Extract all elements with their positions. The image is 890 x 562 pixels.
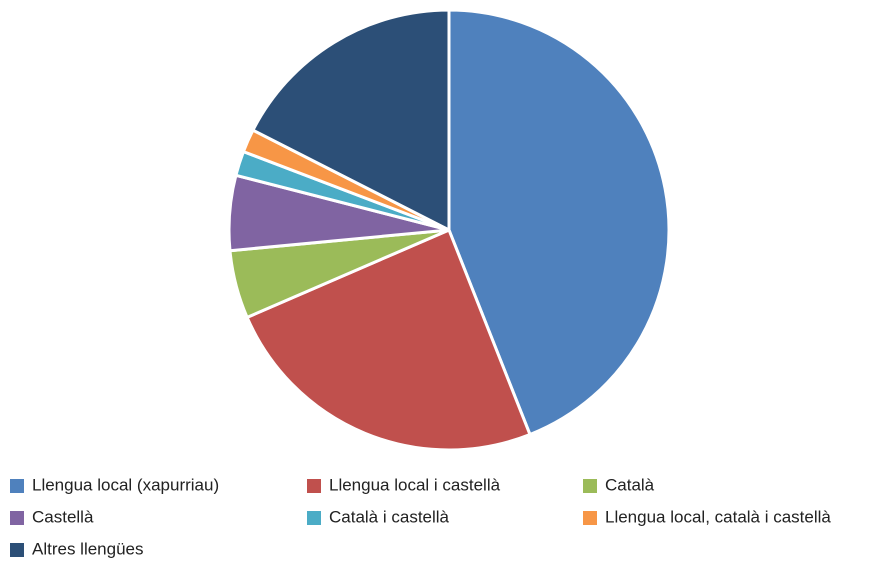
legend-swatch	[10, 511, 24, 525]
pie-slice	[250, 8, 451, 233]
legend-label: Llengua local i castellà	[329, 475, 501, 494]
legend-swatch	[583, 479, 597, 493]
legend-swatch	[307, 511, 321, 525]
pie-slice	[245, 228, 532, 452]
legend-swatch	[10, 479, 24, 493]
legend-swatch	[307, 479, 321, 493]
legend-label: Llengua local (xapurriau)	[32, 475, 219, 494]
legend-label: Llengua local, català i castellà	[605, 507, 831, 526]
legend-swatch	[583, 511, 597, 525]
legend-label: Castellà	[32, 507, 94, 526]
legend-label: Català i castellà	[329, 507, 450, 526]
legend-label: Altres llengües	[32, 539, 144, 558]
legend-swatch	[10, 543, 24, 557]
legend-label: Català	[605, 475, 655, 494]
pie-slice	[447, 8, 671, 437]
